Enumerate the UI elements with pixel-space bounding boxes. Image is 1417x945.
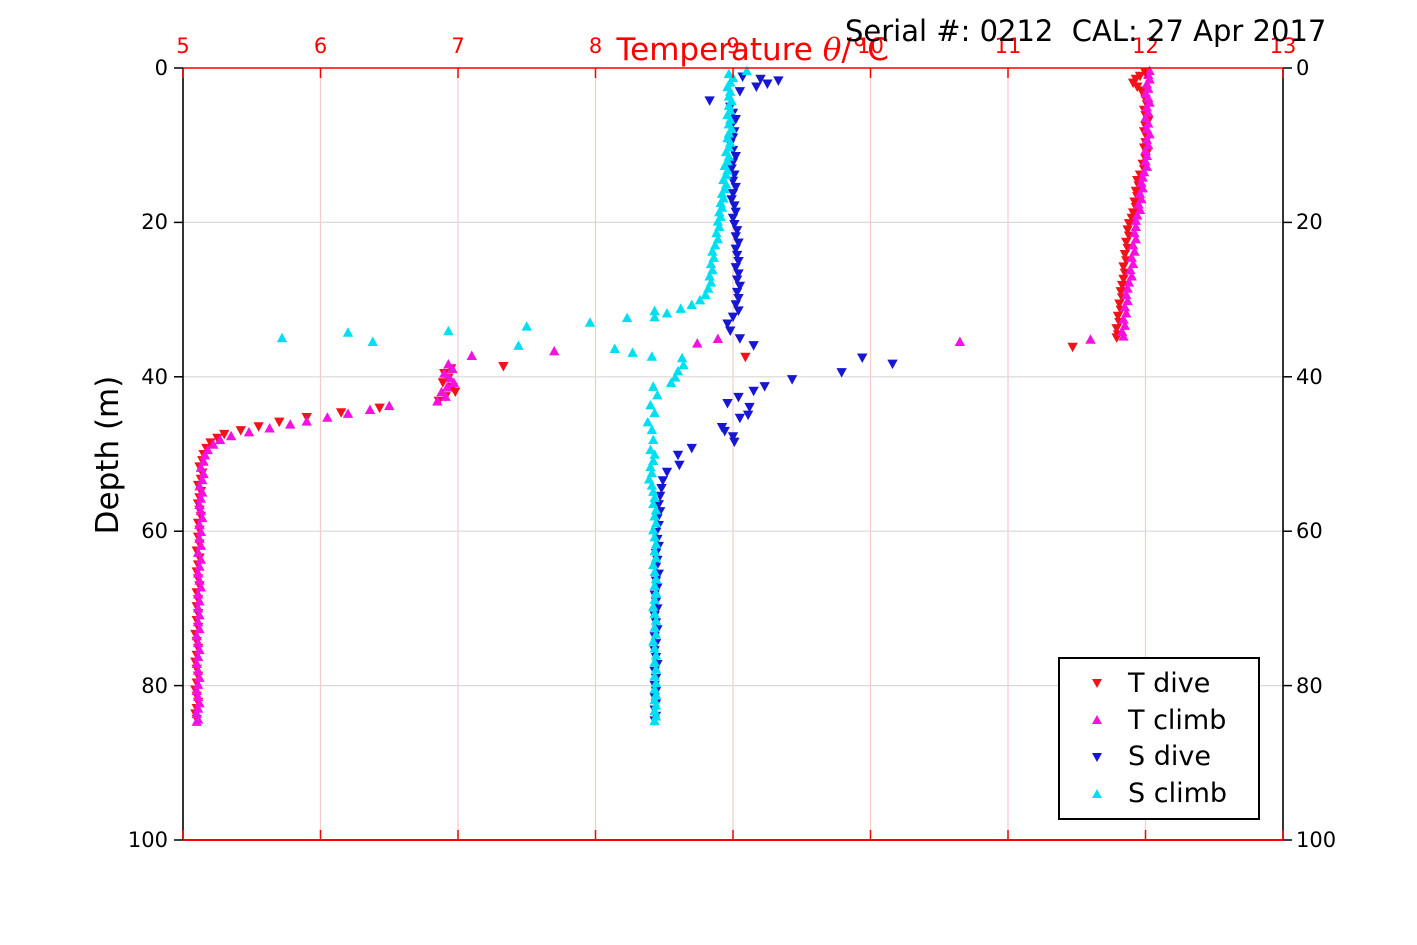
series-s-dive [649,72,898,726]
x-tick-label: 6 [313,34,328,58]
t-climb-triangle-up-icon [1080,713,1114,727]
legend-item-s-climb: S climb [1080,777,1258,811]
chart-title-prefix: Temperature [616,32,823,68]
legend-label: S dive [1128,741,1211,773]
legend-label: S climb [1128,778,1228,810]
y-tick-label-left: 0 [154,56,168,80]
axis-ticks [174,67,1292,841]
x-tick-label: 12 [1132,34,1159,58]
legend-label: T dive [1128,667,1211,699]
y-tick-label-left: 20 [141,210,168,235]
x-tick-label: 13 [1269,34,1297,58]
y-tick-label-right: 40 [1296,364,1323,389]
chart-title-suffix: /°C [841,32,889,68]
chart-title-theta: θ [822,32,842,68]
y-tick-label-right: 0 [1296,56,1310,80]
chart-title: Temperature θ/°C [577,0,889,104]
y-tick-label-right: 60 [1296,519,1323,544]
y-tick-label-right: 20 [1296,210,1323,235]
serial-cal-annotation: Serial #: 0212 CAL: 27 Apr 2017 [845,14,1327,48]
x-tick-label: 10 [857,34,884,58]
legend-label: T climb [1128,704,1227,736]
x-tick-label: 11 [994,34,1022,58]
y-tick-label-left: 100 [127,828,168,852]
x-tick-label: 5 [176,34,190,58]
series-t-climb [191,65,1155,726]
series-s-climb [276,65,752,726]
legend-item-t-dive: T dive [1080,666,1258,700]
y-tick-label-left: 80 [141,673,168,698]
x-tick-label: 9 [726,34,740,58]
y-tick-label-left: 40 [141,364,168,389]
y-tick-label-left: 60 [141,519,168,544]
y-axis-title: Depth (m) [90,375,126,535]
legend: T dive T climb S dive S climb [1058,657,1260,820]
legend-item-s-dive: S dive [1080,740,1258,774]
y-tick-label-right: 100 [1296,828,1337,852]
s-dive-triangle-down-icon [1080,750,1114,764]
legend-item-t-climb: T climb [1080,703,1258,737]
series-markers [190,65,1155,726]
x-tick-label: 7 [451,34,465,58]
s-climb-triangle-up-icon [1080,787,1114,801]
x-tick-label: 8 [588,34,603,58]
y-tick-label-right: 80 [1296,673,1323,698]
t-dive-triangle-down-icon [1080,676,1114,690]
series-t-dive [190,68,1154,725]
